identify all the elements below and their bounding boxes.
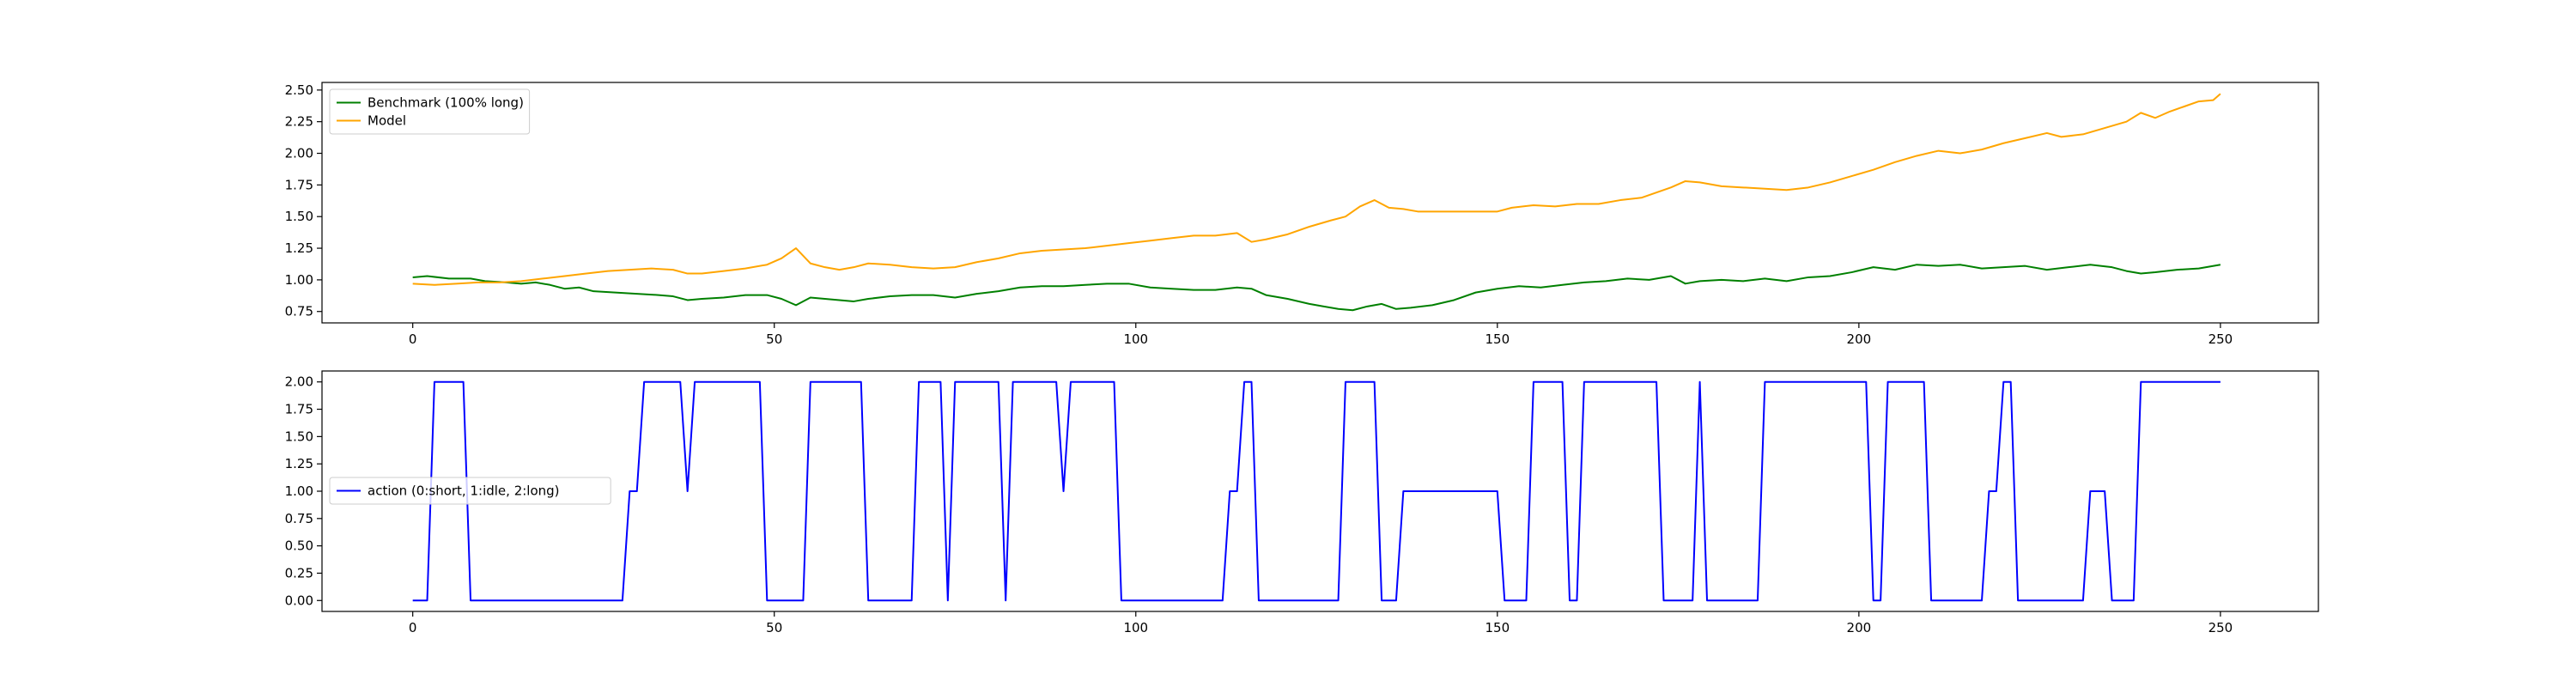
y-tick-label: 2.50 xyxy=(285,82,313,98)
y-tick-label: 1.00 xyxy=(285,483,313,499)
x-tick-label: 50 xyxy=(766,620,782,635)
y-tick-label: 2.00 xyxy=(285,374,313,390)
x-tick-label: 0 xyxy=(409,331,417,347)
x-tick-label: 250 xyxy=(2208,620,2233,635)
x-tick-label: 150 xyxy=(1485,620,1510,635)
x-tick-label: 100 xyxy=(1123,331,1148,347)
bottom-axes-series xyxy=(412,380,2221,602)
y-tick-label: 1.25 xyxy=(285,456,313,471)
legend-label: Benchmark (100% long) xyxy=(368,95,524,111)
x-tick-label: 150 xyxy=(1485,331,1510,347)
benchmark-vs-model-panel: 0 50 100 150 200 250 0.75 1.00 1.25 1.50 1.75 2.00 2… xyxy=(285,82,2319,347)
y-tick-label: 2.00 xyxy=(285,146,313,161)
series-line-0 xyxy=(412,264,2221,312)
series-line-1 xyxy=(412,93,2221,286)
top-axes-series xyxy=(412,93,2221,312)
x-tick-label: 200 xyxy=(1847,620,1872,635)
x-tick-label: 0 xyxy=(409,620,417,635)
x-tick-label: 200 xyxy=(1847,331,1872,347)
top-axes-frame xyxy=(321,82,2319,324)
y-tick-label: 1.50 xyxy=(285,209,313,224)
y-tick-label: 0.75 xyxy=(285,304,313,319)
y-tick-label: 1.75 xyxy=(285,402,313,417)
x-tick-label: 250 xyxy=(2208,331,2233,347)
y-tick-label: 0.25 xyxy=(285,565,313,581)
series-line-0 xyxy=(412,380,2221,602)
bottom-axes-legend: action (0:short, 1:idle, 2:long) xyxy=(329,477,611,505)
y-tick-label: 1.75 xyxy=(285,177,313,192)
legend-label: Model xyxy=(368,113,406,129)
x-tick-label: 50 xyxy=(766,331,782,347)
legend-box xyxy=(329,477,611,505)
y-tick-label: 0.75 xyxy=(285,511,313,526)
bottom-axes-ticks: 0 50 100 150 200 250 0.00 0.25 0.50 0.75 1.00 1.25 1… xyxy=(285,374,2233,635)
y-tick-label: 1.50 xyxy=(285,429,313,444)
y-tick-label: 0.50 xyxy=(285,538,313,554)
top-axes-ticks: 0 50 100 150 200 250 0.75 1.00 1.25 1.50 1.75 2.00 2… xyxy=(285,82,2233,347)
y-tick-label: 2.25 xyxy=(285,114,313,130)
y-tick-label: 1.25 xyxy=(285,240,313,256)
x-tick-label: 100 xyxy=(1123,620,1148,635)
top-axes-legend: Benchmark (100% long) Model xyxy=(329,88,531,135)
legend-label: action (0:short, 1:idle, 2:long) xyxy=(368,483,560,499)
y-tick-label: 1.00 xyxy=(285,272,313,288)
y-tick-label: 0.00 xyxy=(285,593,313,608)
legend-box xyxy=(329,88,531,135)
action-panel: 0 50 100 150 200 250 0.00 0.25 0.50 0.75 1.00 1.25 1… xyxy=(285,370,2319,635)
